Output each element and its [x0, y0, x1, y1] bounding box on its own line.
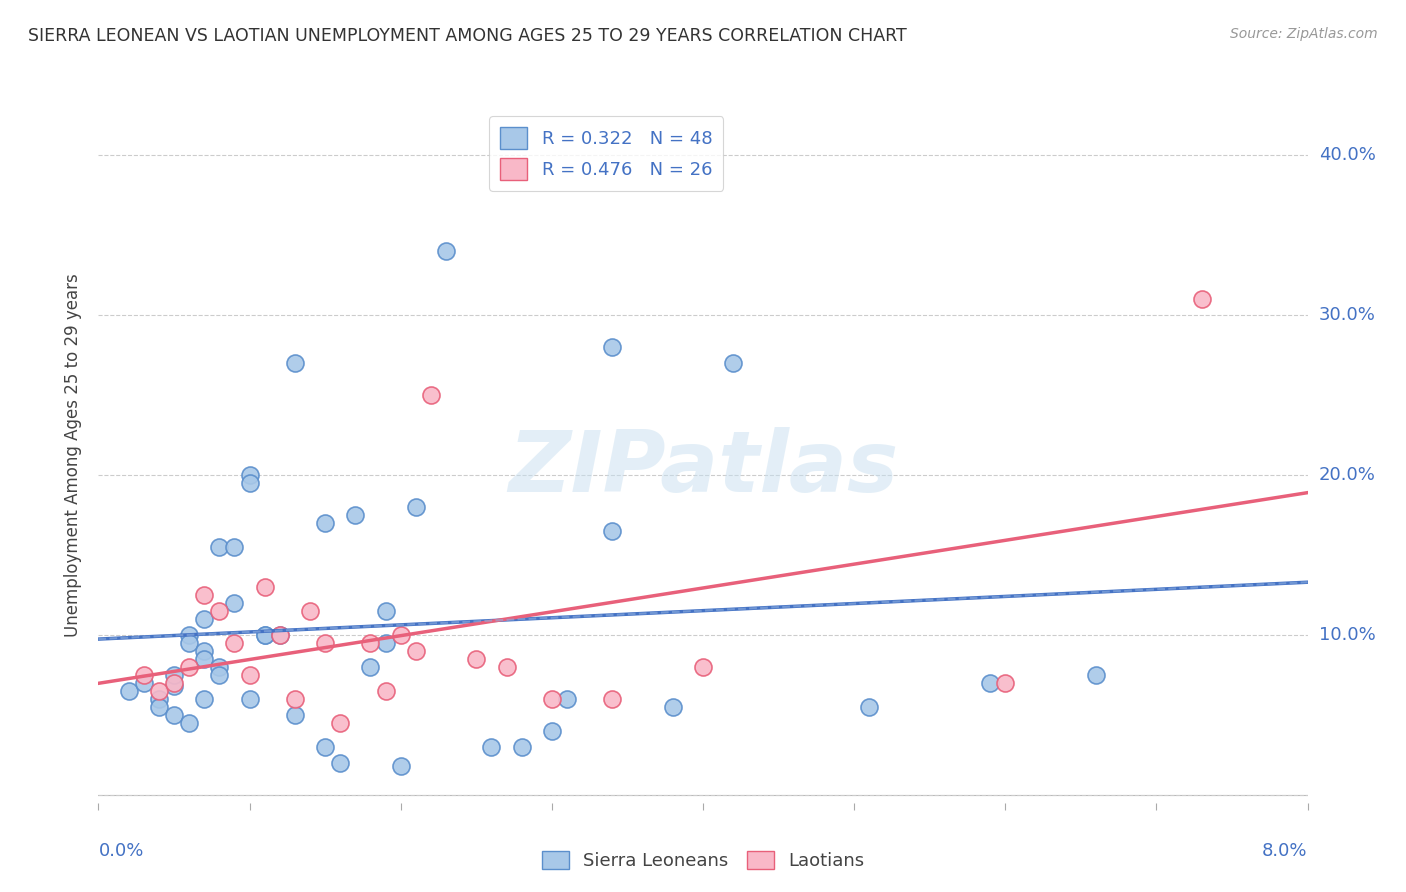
Point [540, 691, 562, 706]
Point [193, 652, 215, 666]
Point [208, 604, 231, 618]
Point [208, 668, 231, 682]
Point [661, 699, 683, 714]
Text: 40.0%: 40.0% [1319, 146, 1375, 164]
Point [132, 676, 155, 690]
Point [465, 652, 488, 666]
Point [163, 676, 186, 690]
Point [118, 683, 141, 698]
Point [253, 628, 276, 642]
Point [329, 756, 352, 770]
Point [510, 739, 533, 754]
Point [224, 540, 246, 554]
Point [208, 660, 231, 674]
Point [602, 691, 624, 706]
Point [163, 679, 186, 693]
Point [359, 636, 381, 650]
Legend: Sierra Leoneans, Laotians: Sierra Leoneans, Laotians [534, 844, 872, 877]
Point [253, 580, 276, 594]
Point [179, 660, 201, 674]
Point [284, 691, 307, 706]
Point [269, 628, 291, 642]
Point [495, 660, 517, 674]
Point [163, 668, 186, 682]
Text: 30.0%: 30.0% [1319, 306, 1375, 324]
Point [359, 660, 381, 674]
Point [148, 683, 170, 698]
Point [723, 356, 745, 370]
Point [179, 636, 201, 650]
Point [1191, 292, 1213, 306]
Point [239, 668, 262, 682]
Point [389, 759, 412, 773]
Point [269, 628, 291, 642]
Point [540, 723, 562, 738]
Point [208, 540, 231, 554]
Point [1085, 668, 1108, 682]
Point [479, 739, 503, 754]
Point [314, 516, 336, 530]
Point [148, 691, 170, 706]
Point [224, 596, 246, 610]
Point [314, 636, 336, 650]
Point [602, 524, 624, 538]
Point [344, 508, 367, 522]
Point [239, 691, 262, 706]
Text: 20.0%: 20.0% [1319, 466, 1375, 484]
Point [329, 715, 352, 730]
Point [374, 683, 396, 698]
Point [299, 604, 322, 618]
Point [193, 644, 215, 658]
Point [994, 676, 1017, 690]
Point [253, 628, 276, 642]
Point [163, 707, 186, 722]
Text: Source: ZipAtlas.com: Source: ZipAtlas.com [1230, 27, 1378, 41]
Point [193, 588, 215, 602]
Point [602, 340, 624, 354]
Y-axis label: Unemployment Among Ages 25 to 29 years: Unemployment Among Ages 25 to 29 years [65, 273, 83, 637]
Text: 0.0%: 0.0% [98, 842, 143, 860]
Point [434, 244, 457, 258]
Point [374, 636, 396, 650]
Text: SIERRA LEONEAN VS LAOTIAN UNEMPLOYMENT AMONG AGES 25 TO 29 YEARS CORRELATION CHA: SIERRA LEONEAN VS LAOTIAN UNEMPLOYMENT A… [28, 27, 907, 45]
Point [389, 628, 412, 642]
Text: 8.0%: 8.0% [1263, 842, 1308, 860]
Point [692, 660, 714, 674]
Text: ZIPatlas: ZIPatlas [508, 427, 898, 510]
Point [555, 691, 578, 706]
Point [314, 739, 336, 754]
Point [405, 644, 427, 658]
Point [193, 612, 215, 626]
Point [405, 500, 427, 514]
Point [858, 699, 880, 714]
Point [284, 356, 307, 370]
Point [179, 628, 201, 642]
Point [374, 604, 396, 618]
Point [284, 707, 307, 722]
Point [979, 676, 1001, 690]
Point [179, 715, 201, 730]
Point [239, 467, 262, 482]
Point [148, 699, 170, 714]
Point [224, 636, 246, 650]
Text: 10.0%: 10.0% [1319, 626, 1375, 644]
Point [419, 388, 441, 402]
Point [239, 475, 262, 490]
Point [193, 691, 215, 706]
Point [132, 668, 155, 682]
